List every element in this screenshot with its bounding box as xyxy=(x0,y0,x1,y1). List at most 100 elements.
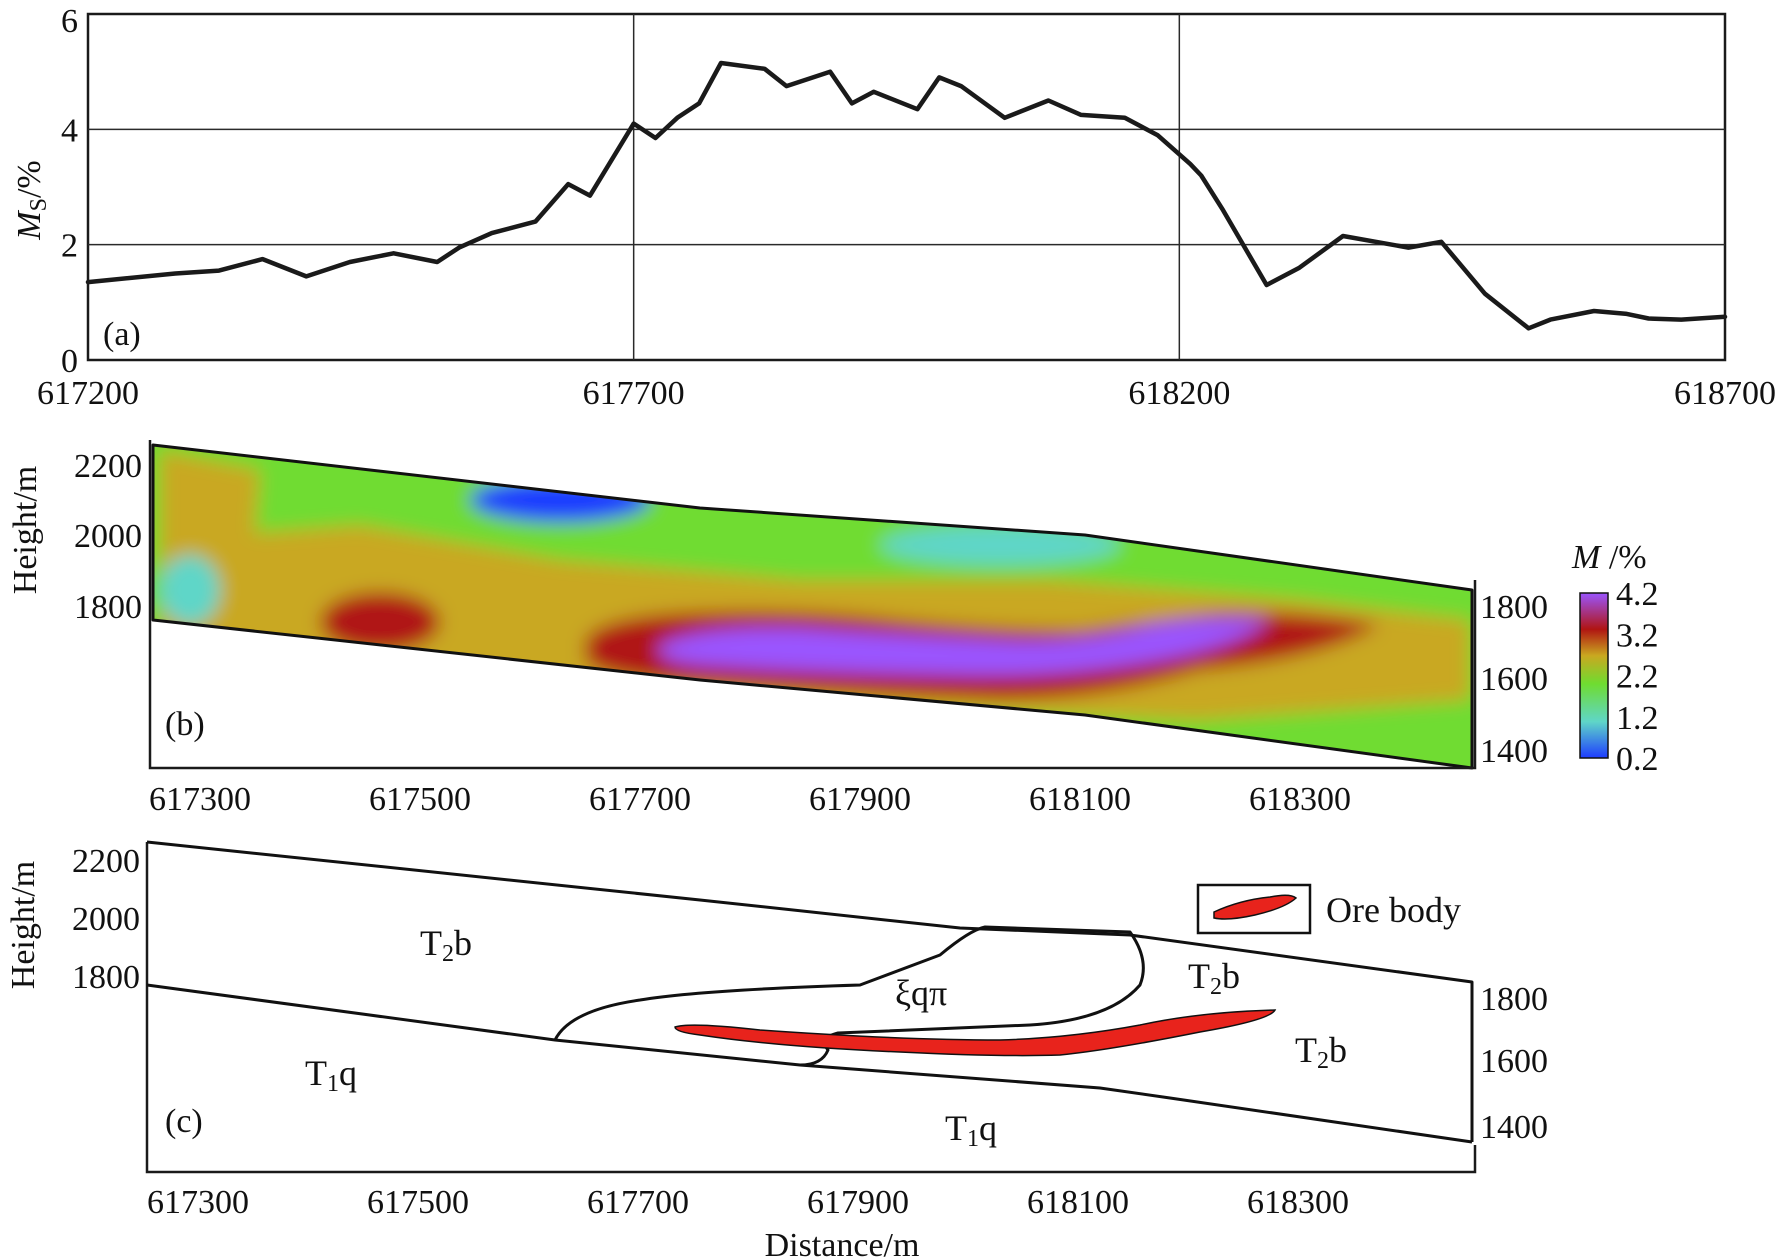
x-tick-label: 617900 xyxy=(809,781,911,818)
x-tick-label: 618100 xyxy=(1029,781,1131,818)
a-ytick-label: 6 xyxy=(61,3,78,40)
panel-c-right-yticks: 1400 1600 1800 xyxy=(1480,981,1548,1146)
c-ytick-right: 1800 xyxy=(1480,981,1548,1018)
unit-label-t2b: T2b xyxy=(1295,1030,1347,1074)
colorbar-tick-label: 0.2 xyxy=(1616,741,1659,778)
unit-t2b-tail: b xyxy=(1222,956,1240,996)
a-xtick-label: 618700 xyxy=(1674,375,1776,412)
unit-label-t1q: T1q xyxy=(305,1053,357,1097)
panel-c-ylabel: Height/m xyxy=(5,861,42,989)
x-tick-label: 617300 xyxy=(147,1184,249,1221)
c-ytick-left: 1800 xyxy=(72,959,140,996)
panel-b-right-yticks: 1400 1600 1800 xyxy=(1480,589,1548,770)
t2b-t1q-contact xyxy=(146,983,1473,1144)
unit-label-t2b: T2b xyxy=(420,923,472,967)
unit-t1q-sub: 1 xyxy=(967,1126,979,1152)
unit-label-t1q: T1q xyxy=(945,1108,997,1152)
colorbar-tick-label: 3.2 xyxy=(1616,617,1659,654)
panel-b-x-ticklabels: 617300 617500 617700 617900 618100 618300 xyxy=(149,781,1351,818)
unit-t1q-main: T xyxy=(305,1053,327,1093)
unit-t2b-tail: b xyxy=(454,923,472,963)
panel-c: T2b T2b T2b T1q T1q ξqπ Ore body 617300 6… xyxy=(5,840,1548,1260)
a-xtick-label: 617700 xyxy=(583,375,685,412)
topography-line xyxy=(146,840,1474,1142)
panel-c-xlabel: Distance/m xyxy=(765,1227,920,1260)
colorbar-tick-label: 1.2 xyxy=(1616,700,1659,737)
colorbar-tick-label: 4.2 xyxy=(1616,576,1659,613)
colorbar-ticklabels: 0.2 1.2 2.2 3.2 4.2 xyxy=(1616,576,1659,778)
x-tick-label: 618300 xyxy=(1247,1184,1349,1221)
legend: Ore body xyxy=(1196,883,1461,935)
b-ytick-left: 2000 xyxy=(74,518,142,555)
heat-cyan-lens xyxy=(880,525,1120,565)
b-ytick-right: 1600 xyxy=(1480,661,1548,698)
unit-t1q-main: T xyxy=(945,1108,967,1148)
panel-a-y-ticklabels: 0 2 4 6 xyxy=(61,3,78,380)
unit-t1q-tail: q xyxy=(339,1053,357,1093)
unit-t2b-main: T xyxy=(1188,956,1210,996)
x-tick-label: 617300 xyxy=(149,781,251,818)
b-ytick-left: 1800 xyxy=(74,589,142,626)
colorbar-title-main: M xyxy=(1571,539,1602,576)
legend-ore-swatch xyxy=(1213,894,1298,920)
x-tick-label: 617700 xyxy=(587,1184,689,1221)
panel-b-ylabel: Height/m xyxy=(7,466,44,594)
x-tick-label: 617700 xyxy=(589,781,691,818)
x-tick-label: 617900 xyxy=(807,1184,909,1221)
unit-t2b-main: T xyxy=(1295,1030,1317,1070)
panel-a-ylabel-sub: S xyxy=(26,198,52,211)
panel-c-axes xyxy=(145,842,1477,1174)
unit-t2b-tail: b xyxy=(1329,1030,1347,1070)
unit-t1q-sub: 1 xyxy=(327,1071,339,1097)
panel-b-tag: (b) xyxy=(165,706,205,743)
unit-t2b-sub: 2 xyxy=(1210,974,1222,1000)
ms-series-points xyxy=(87,62,1726,329)
panel-a-gridlines xyxy=(88,14,1725,360)
colorbar-title-unit: /% xyxy=(1600,539,1646,576)
ore-body xyxy=(674,1009,1277,1057)
colorbar-gradient xyxy=(1579,592,1609,759)
colorbar: M /% 0.2 1.2 2.2 3.2 4.2 xyxy=(1571,539,1659,778)
panel-b-left-yticks: 1800 2000 2200 xyxy=(74,448,142,626)
c-ytick-right: 1600 xyxy=(1480,1043,1548,1080)
ms-series-line xyxy=(85,60,1728,331)
heat-left-cyan xyxy=(160,555,220,625)
unit-t2b-sub: 2 xyxy=(1317,1048,1329,1074)
panel-c-left-yticks: 1800 2000 2200 xyxy=(72,843,140,996)
panel-a-frame xyxy=(86,12,1727,362)
panel-a-ylabel: MS/% xyxy=(11,160,52,240)
unit-t2b-main: T xyxy=(420,923,442,963)
colorbar-tick-label: 2.2 xyxy=(1616,659,1659,696)
intrusion-boundary xyxy=(553,925,1145,1067)
panel-a: 617200 617700 618200 618700 0 2 4 6 (a) MS/% xyxy=(11,3,1776,412)
unit-t1q-tail: q xyxy=(979,1108,997,1148)
x-tick-label: 617500 xyxy=(369,781,471,818)
a-ytick-label: 0 xyxy=(61,343,78,380)
panel-b: 617300 617500 617700 617900 618100 618300 180… xyxy=(7,440,1659,818)
b-ytick-right: 1400 xyxy=(1480,733,1548,770)
unit-label-intrusion: ξqπ xyxy=(895,973,947,1013)
panel-a-ylabel-unit: /% xyxy=(11,160,48,198)
legend-label: Ore body xyxy=(1326,890,1461,930)
unit-t2b-sub: 2 xyxy=(442,941,454,967)
a-ytick-label: 4 xyxy=(61,112,78,149)
colorbar-title: M /% xyxy=(1571,539,1647,576)
panel-b-axes xyxy=(148,440,1477,770)
x-tick-label: 618100 xyxy=(1027,1184,1129,1221)
b-ytick-right: 1800 xyxy=(1480,589,1548,626)
panel-a-tag: (a) xyxy=(103,316,141,353)
a-xtick-label: 617200 xyxy=(37,375,139,412)
a-xtick-label: 618200 xyxy=(1128,375,1230,412)
x-tick-label: 617500 xyxy=(367,1184,469,1221)
heat-red-left xyxy=(320,592,440,652)
heat-purple-core xyxy=(658,618,1270,676)
b-ytick-left: 2200 xyxy=(74,448,142,485)
a-ytick-label: 2 xyxy=(61,228,78,265)
c-ytick-left: 2200 xyxy=(72,843,140,880)
panel-c-tag: (c) xyxy=(165,1103,203,1140)
c-ytick-right: 1400 xyxy=(1480,1109,1548,1146)
panel-a-x-ticklabels: 617200 617700 618200 618700 xyxy=(37,375,1776,412)
c-ytick-left: 2000 xyxy=(72,901,140,938)
panel-c-x-ticklabels: 617300 617500 617700 617900 618100 618300 xyxy=(147,1184,1349,1221)
